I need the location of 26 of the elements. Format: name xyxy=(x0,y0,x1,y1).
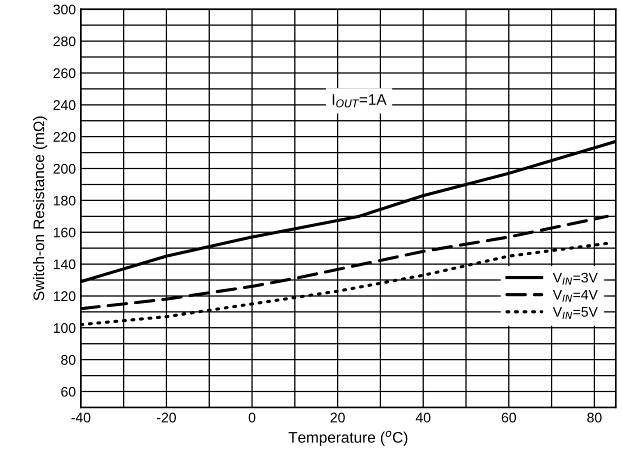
x-tick-label: 60 xyxy=(502,412,516,423)
y-tick-label: 200 xyxy=(54,164,76,174)
y-tick-label: 120 xyxy=(54,291,76,302)
y-tick-label: 100 xyxy=(54,323,76,333)
y-tick-label: 180 xyxy=(54,196,76,206)
x-tick-label: 0 xyxy=(248,412,256,423)
x-tick-label: -40 xyxy=(71,412,90,423)
y-tick-label: 220 xyxy=(54,132,76,142)
y-axis-title: Switch-on Resistance (mΩ) xyxy=(33,116,48,300)
y-tick-label: 280 xyxy=(54,36,76,46)
x-tick-label: 80 xyxy=(587,412,602,423)
y-tick-label: 160 xyxy=(54,228,76,238)
y-tick-label: 60 xyxy=(61,386,76,397)
y-tick-label: 300 xyxy=(53,4,76,14)
x-tick-label: 20 xyxy=(330,412,345,423)
x-tick-label: -20 xyxy=(157,412,176,423)
x-axis-title: Temperature ($^{o}$C) xyxy=(288,430,408,446)
legend-label: V$_{IN}$=4V xyxy=(552,290,598,302)
legend-label: V$_{IN}$=3V xyxy=(552,272,598,285)
y-tick-label: 80 xyxy=(61,354,76,365)
legend-label: V$_{IN}$=5V xyxy=(552,307,598,319)
y-tick-label: 260 xyxy=(54,68,76,78)
y-tick-label: 240 xyxy=(54,100,76,110)
annotation: I$_{OUT}$=1A xyxy=(332,94,387,108)
y-tick-label: 140 xyxy=(54,259,76,270)
x-tick-label: 40 xyxy=(416,412,430,423)
